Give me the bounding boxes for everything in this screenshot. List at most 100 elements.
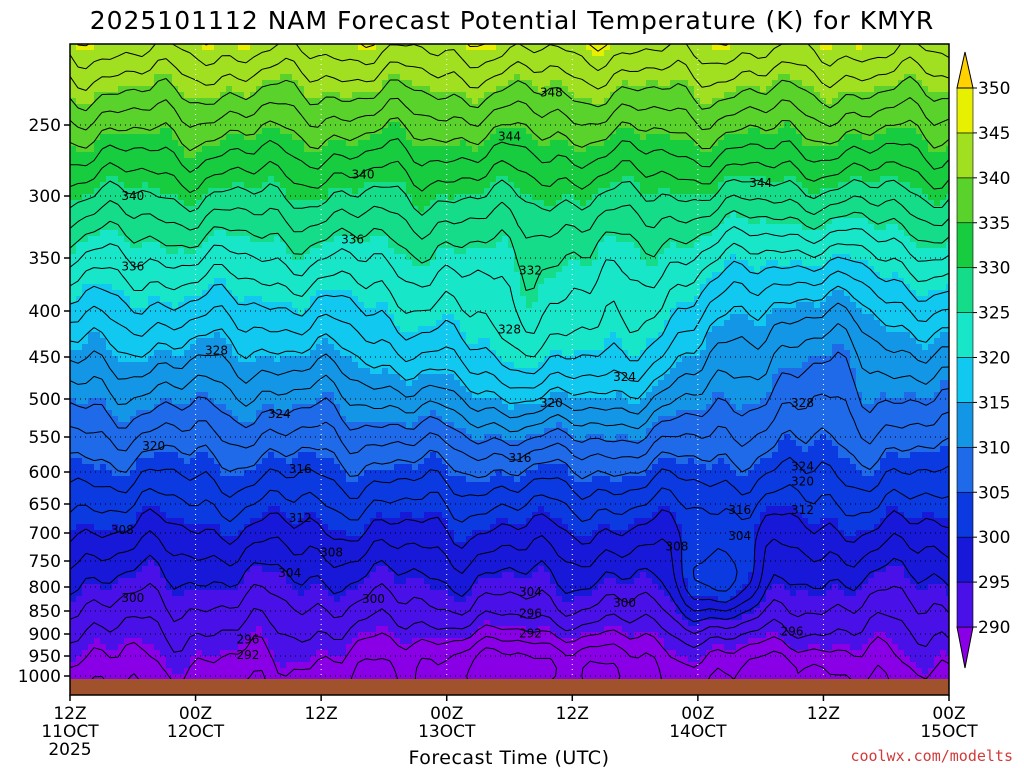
field-cell [454,158,461,165]
field-cell [418,236,425,243]
field-cell [850,158,857,165]
field-cell [178,206,185,213]
field-cell [886,230,893,237]
field-cell [172,110,179,117]
field-cell [286,164,293,171]
field-cell [256,170,263,177]
field-cell [826,176,833,183]
field-cell [778,194,785,201]
field-cell [148,230,155,237]
field-cell [904,206,911,213]
field-cell [274,110,281,117]
field-cell [628,182,635,189]
field-cell [526,50,533,57]
field-cell [730,92,737,99]
field-cell [718,68,725,75]
field-cell [466,98,473,105]
field-cell [586,164,593,171]
field-cell [520,128,527,135]
field-cell [412,104,419,111]
field-cell [274,44,281,51]
field-cell [220,242,227,249]
field-cell [676,56,683,63]
field-cell [808,98,815,105]
field-cell [748,212,755,219]
field-cell [256,98,263,105]
field-cell [658,230,665,237]
field-cell [100,242,107,249]
field-cell [778,128,785,135]
field-cell [526,122,533,129]
field-cell [706,200,713,207]
field-cell [550,62,557,69]
field-cell [562,128,569,135]
field-cell [622,80,629,87]
field-cell [76,194,83,201]
field-cell [562,86,569,93]
field-cell [430,170,437,177]
field-cell [382,146,389,153]
field-cell [862,230,869,237]
field-cell [202,44,209,51]
field-cell [532,200,539,207]
field-cell [268,212,275,219]
field-cell [322,206,329,213]
field-cell [898,116,905,123]
field-cell [844,122,851,129]
field-cell [742,152,749,159]
field-cell [604,62,611,69]
field-cell [604,56,611,63]
field-cell [832,62,839,69]
field-cell [196,236,203,243]
field-cell [694,98,701,105]
field-cell [478,116,485,123]
field-cell [364,206,371,213]
field-cell [682,128,689,135]
field-cell [754,230,761,237]
field-cell [616,200,623,207]
field-cell [466,176,473,183]
field-cell [556,74,563,81]
field-cell [244,92,251,99]
field-cell [508,242,515,249]
field-cell [148,134,155,141]
field-cell [658,212,665,219]
field-cell [166,86,173,93]
field-cell [328,68,335,75]
field-cell [106,128,113,135]
field-cell [238,104,245,111]
field-cell [298,92,305,99]
field-cell [544,200,551,207]
field-cell [232,200,239,207]
field-cell [304,224,311,231]
field-cell [496,170,503,177]
field-cell [238,152,245,159]
field-cell [466,218,473,225]
field-cell [394,224,401,231]
field-cell [124,80,131,87]
field-cell [322,146,329,153]
field-cell [304,152,311,159]
field-cell [922,176,929,183]
field-cell [76,140,83,147]
field-cell [700,152,707,159]
field-cell [592,212,599,219]
field-cell [838,122,845,129]
field-cell [808,134,815,141]
field-cell [604,224,611,231]
field-cell [640,224,647,231]
field-cell [838,80,845,87]
field-cell [832,134,839,141]
field-cell [484,242,491,249]
field-cell [328,128,335,135]
field-cell [100,188,107,195]
field-cell [802,44,809,51]
field-cell [790,230,797,237]
field-cell [820,224,827,231]
field-cell [286,212,293,219]
field-cell [874,62,881,69]
field-cell [166,92,173,99]
field-cell [532,188,539,195]
field-cell [574,86,581,93]
field-cell [646,50,653,57]
